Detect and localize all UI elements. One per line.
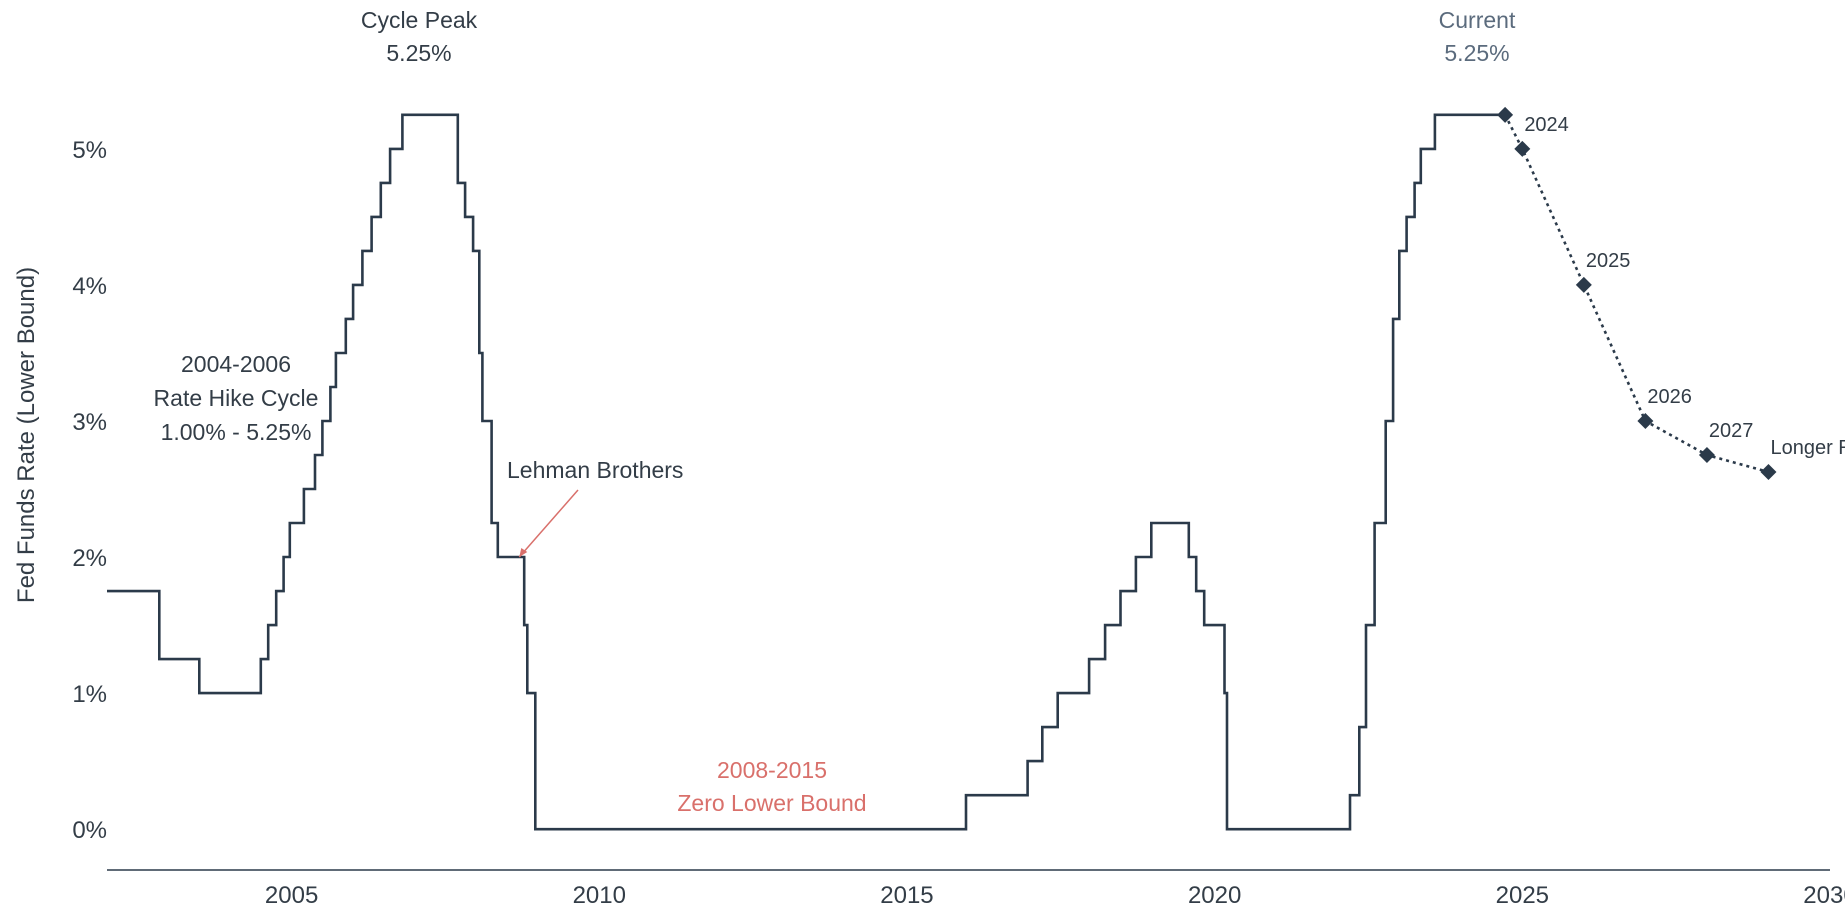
y-axis-label: Fed Funds Rate (Lower Bound) bbox=[13, 267, 40, 603]
x-tick-label: 2010 bbox=[573, 882, 626, 909]
projection-label: 2025 bbox=[1586, 250, 1631, 272]
y-tick-label: 4% bbox=[72, 273, 107, 300]
annotation-hike-cycle: 2004-2006 Rate Hike Cycle 1.00% - 5.25% bbox=[154, 351, 319, 445]
zlb-title: Zero Lower Bound bbox=[677, 790, 866, 816]
projection-label: Longer Run bbox=[1770, 437, 1845, 459]
y-tick-label: 3% bbox=[72, 409, 107, 436]
lehman-arrow bbox=[518, 489, 579, 558]
annotation-cycle-peak: Cycle Peak 5.25% bbox=[361, 7, 478, 66]
y-tick-label: 2% bbox=[72, 545, 107, 572]
current-title: Current bbox=[1439, 7, 1516, 33]
projection-point bbox=[1575, 276, 1592, 293]
cycle-peak-title: Cycle Peak bbox=[361, 7, 478, 33]
projection-label: 2024 bbox=[1524, 114, 1569, 136]
y-tick-label: 5% bbox=[72, 137, 107, 164]
x-tick-label: 2025 bbox=[1496, 882, 1549, 909]
x-tick-label: 2015 bbox=[880, 882, 933, 909]
projection-point bbox=[1698, 447, 1715, 463]
annotation-lehman: Lehman Brothers bbox=[507, 457, 683, 558]
y-axis-ticks: 0% 1% 2% 3% 4% 5% bbox=[72, 137, 107, 844]
cycle-peak-value: 5.25% bbox=[386, 40, 451, 66]
projection-point bbox=[1637, 412, 1654, 429]
projection-line bbox=[1503, 114, 1769, 474]
lehman-arrow-head bbox=[519, 548, 528, 558]
y-tick-label: 0% bbox=[72, 817, 107, 844]
x-tick-label: 2020 bbox=[1188, 882, 1241, 909]
y-tick-label: 1% bbox=[72, 681, 107, 708]
annotation-current: Current 5.25% bbox=[1439, 7, 1516, 66]
lehman-label: Lehman Brothers bbox=[507, 457, 683, 483]
projection-point bbox=[1497, 106, 1514, 123]
plot-area: 2024 2025 2026 2027 Longer Run bbox=[107, 106, 1845, 831]
zlb-years: 2008-2015 bbox=[717, 757, 827, 783]
projection-point bbox=[1514, 140, 1531, 157]
projection-point bbox=[1760, 464, 1777, 481]
current-value: 5.25% bbox=[1444, 40, 1509, 66]
annotation-zlb: 2008-2015 Zero Lower Bound bbox=[677, 757, 866, 816]
projection-label: 2027 bbox=[1709, 420, 1754, 442]
rate-history-line bbox=[107, 113, 1506, 831]
hike-cycle-title: Rate Hike Cycle bbox=[154, 385, 319, 411]
hike-cycle-years: 2004-2006 bbox=[181, 351, 291, 377]
hike-cycle-range: 1.00% - 5.25% bbox=[161, 419, 312, 445]
x-tick-label: 2005 bbox=[265, 882, 318, 909]
projection-label: 2026 bbox=[1647, 386, 1692, 408]
